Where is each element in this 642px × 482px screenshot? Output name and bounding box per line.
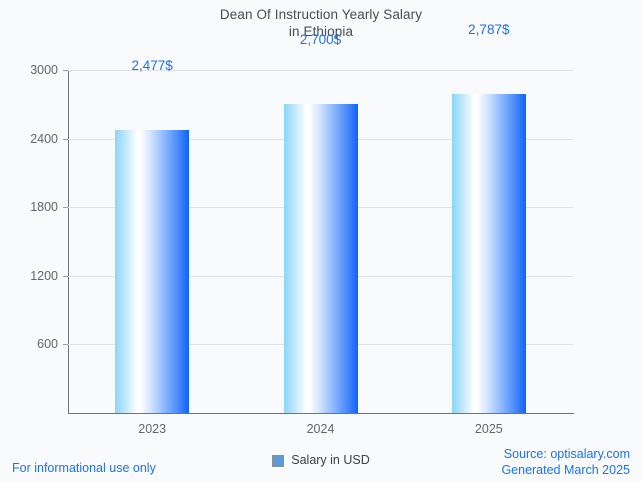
bar-value-label: 2,787$ (468, 22, 510, 38)
gridline (68, 70, 573, 71)
y-axis-tick-label: 1800 (30, 200, 58, 215)
informational-use-note: For informational use only (12, 461, 156, 475)
y-axis-tick-mark (63, 207, 68, 209)
square-swatch-icon (272, 454, 285, 467)
bar-2025[interactable] (451, 94, 526, 413)
x-axis-line (68, 413, 574, 415)
bar-2023[interactable] (115, 129, 190, 413)
y-axis-tick-mark (63, 138, 68, 140)
y-axis-tick-mark (63, 275, 68, 277)
y-axis-line (68, 70, 69, 414)
y-axis-tick-label: 1200 (30, 268, 58, 283)
bar-value-label: 2,477$ (131, 57, 173, 73)
chart-title-line-2: in Ethiopia (288, 24, 354, 39)
source-line: Source: optisalary.com (503, 447, 630, 461)
bar-2024[interactable] (283, 104, 358, 413)
x-axis-tick-label: 2023 (138, 422, 167, 436)
y-axis-tick-label: 3000 (30, 63, 58, 77)
generated-line: Generated March 2025 (501, 462, 630, 477)
source-attribution: Source: optisalary.com Generated March 2… (501, 447, 630, 478)
chart-legend[interactable]: Salary in USD (0, 454, 642, 467)
plot-area: 2,477$ 2,700$ 2,787$ (63, 23, 573, 413)
chart-title-line-1: Dean Of Instruction Yearly Salary (219, 7, 423, 22)
y-axis-tick-label: 2400 (30, 131, 58, 146)
x-axis-tick-label: 2024 (306, 422, 335, 436)
y-axis-tick-mark (63, 344, 68, 346)
y-axis-tick-labels: 600 1200 1800 2400 3000 (0, 0, 58, 482)
legend-item-label: Salary in USD (291, 453, 370, 467)
x-axis-tick-label: 2025 (474, 422, 503, 436)
y-axis-tick-label: 600 (37, 337, 58, 352)
bar-value-label: 2,700$ (299, 32, 342, 48)
page-title: Dean Of Instruction Yearly Salary in Eth… (0, 6, 642, 40)
y-axis-tick-mark (63, 70, 68, 71)
